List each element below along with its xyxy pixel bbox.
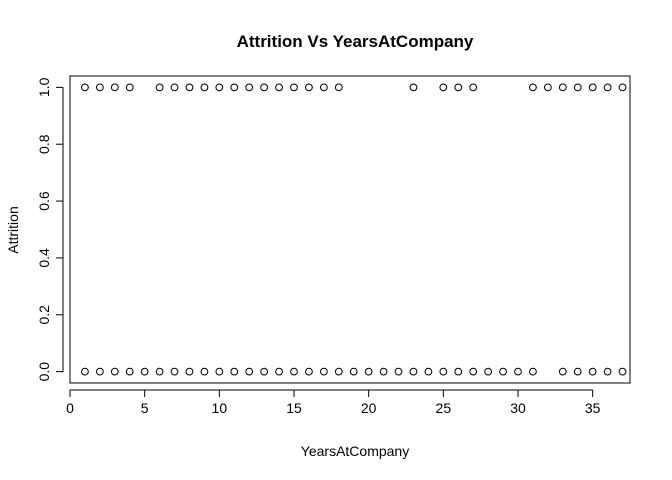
data-point [275, 83, 283, 92]
data-point [334, 83, 343, 92]
data-point [125, 367, 134, 376]
y-tick-label: 0.2 [36, 305, 52, 325]
data-point [170, 83, 179, 92]
data-point [454, 367, 463, 376]
data-point [364, 367, 373, 376]
x-axis: 0 5 10 15 20 25 30 35 [66, 389, 601, 416]
data-point [454, 83, 463, 92]
data-point [215, 83, 224, 92]
data-point [439, 367, 448, 376]
data-point [469, 367, 478, 376]
data-point [424, 367, 433, 376]
x-tick-label: 10 [212, 400, 228, 416]
data-point [155, 83, 164, 92]
data-point [140, 367, 149, 376]
data-point [185, 367, 194, 376]
y-tick-label: 0.4 [36, 248, 52, 268]
x-tick-label: 5 [141, 400, 149, 416]
data-point [529, 367, 537, 376]
x-tick-label: 30 [510, 400, 526, 416]
data-point [305, 83, 313, 92]
data-point [260, 367, 269, 376]
data-point [110, 83, 119, 92]
data-point [409, 83, 418, 92]
data-point [200, 367, 209, 376]
data-point [603, 83, 612, 92]
data-point [305, 367, 313, 376]
y-tick-label: 0.8 [36, 134, 52, 154]
data-point [95, 367, 104, 376]
data-point [514, 367, 522, 376]
y-axis-label: Attrition [5, 206, 21, 253]
data-point [110, 367, 119, 376]
data-points [81, 83, 627, 376]
y-tick-label: 1.0 [36, 77, 52, 97]
y-axis: 0.0 0.2 0.4 0.6 0.8 1.0 [36, 77, 64, 382]
x-axis-label: YearsAtCompany [301, 443, 409, 459]
data-point [543, 83, 552, 92]
data-point [588, 83, 597, 92]
data-point [334, 367, 343, 376]
data-point [558, 367, 567, 376]
data-point [439, 83, 448, 92]
data-point [603, 367, 612, 376]
data-point [185, 83, 194, 92]
data-point [588, 367, 597, 376]
x-tick-label: 0 [66, 400, 74, 416]
data-point [394, 367, 403, 376]
data-point [484, 367, 493, 376]
data-point [95, 83, 104, 92]
data-point [319, 83, 328, 92]
x-tick-label: 15 [286, 400, 302, 416]
data-point [558, 83, 567, 92]
data-point [125, 83, 134, 92]
data-point [573, 367, 582, 376]
data-point [230, 83, 239, 92]
plot-frame [69, 75, 631, 384]
data-point [529, 83, 537, 92]
data-point [319, 367, 328, 376]
data-point [245, 367, 254, 376]
data-point [230, 367, 239, 376]
chart-title: Attrition Vs YearsAtCompany [237, 32, 474, 51]
data-point [200, 83, 209, 92]
data-point [81, 367, 89, 376]
data-point [81, 83, 89, 92]
data-point [499, 367, 507, 376]
data-point [215, 367, 224, 376]
data-point [618, 367, 627, 376]
x-tick-label: 25 [436, 400, 452, 416]
x-tick-label: 35 [585, 400, 601, 416]
data-point [290, 83, 298, 92]
data-point [573, 83, 582, 92]
y-tick-label: 0.0 [36, 362, 52, 382]
data-point [618, 83, 627, 92]
data-point [290, 367, 298, 376]
data-point [349, 367, 358, 376]
data-point [409, 367, 418, 376]
x-tick-label: 20 [361, 400, 377, 416]
data-point [170, 367, 179, 376]
data-point [275, 367, 283, 376]
data-point [469, 83, 478, 92]
data-point [379, 367, 388, 376]
y-tick-label: 0.6 [36, 191, 52, 211]
data-point [155, 367, 164, 376]
data-point [260, 83, 269, 92]
data-point [245, 83, 254, 92]
